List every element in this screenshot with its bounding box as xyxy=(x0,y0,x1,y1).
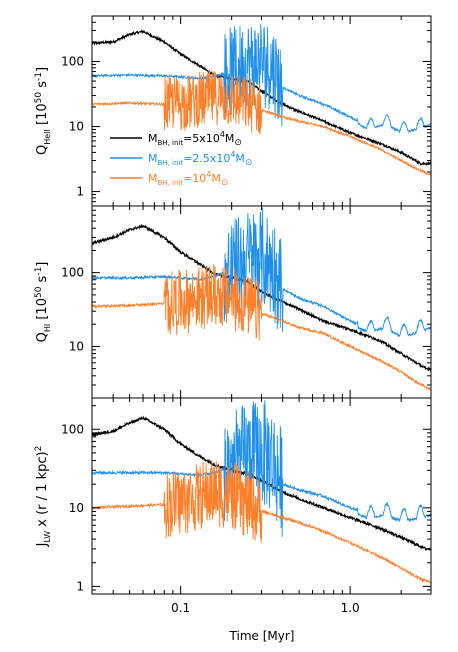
x-tick-label: 1.0 xyxy=(341,601,360,615)
x-tick-label: 0.1 xyxy=(171,601,190,615)
series-line-3-panel-3 xyxy=(92,460,431,585)
legend-entry: MBH, init=5x104M⊙ xyxy=(148,130,242,148)
y-axis-label-panel-2: QHI [1050 s-1] xyxy=(34,262,52,343)
y-tick-label: 1 xyxy=(76,185,84,199)
y-tick-label: 10 xyxy=(69,120,84,134)
y-tick-label: 10 xyxy=(69,339,84,353)
y-tick-label: 100 xyxy=(61,54,84,68)
series-line-2-panel-2 xyxy=(92,207,431,338)
plot-frame-panel-3 xyxy=(91,397,432,595)
series-line-1-panel-3 xyxy=(92,415,431,551)
series-line-2-panel-3 xyxy=(92,400,431,537)
y-tick-label: 100 xyxy=(61,266,84,280)
legend-entry: MBH, init=104M⊙ xyxy=(148,170,228,188)
series-line-1-panel-1 xyxy=(92,29,431,167)
y-axis-label-panel-3: JLW x (r / 1 kpc)2 xyxy=(34,446,52,548)
series-line-3-panel-2 xyxy=(92,264,431,391)
series-line-2-panel-1 xyxy=(92,24,431,134)
legend-entry: MBH, init=2.5x104M⊙ xyxy=(148,150,252,168)
y-tick-label: 100 xyxy=(61,422,84,436)
y-tick-label: 1 xyxy=(76,579,84,593)
x-axis-label: Time [Myr] xyxy=(229,629,295,643)
series-line-3-panel-1 xyxy=(92,70,431,176)
y-axis-label-panel-1: QHeII [1050 s-1] xyxy=(34,67,52,155)
y-tick-label: 10 xyxy=(69,501,84,515)
